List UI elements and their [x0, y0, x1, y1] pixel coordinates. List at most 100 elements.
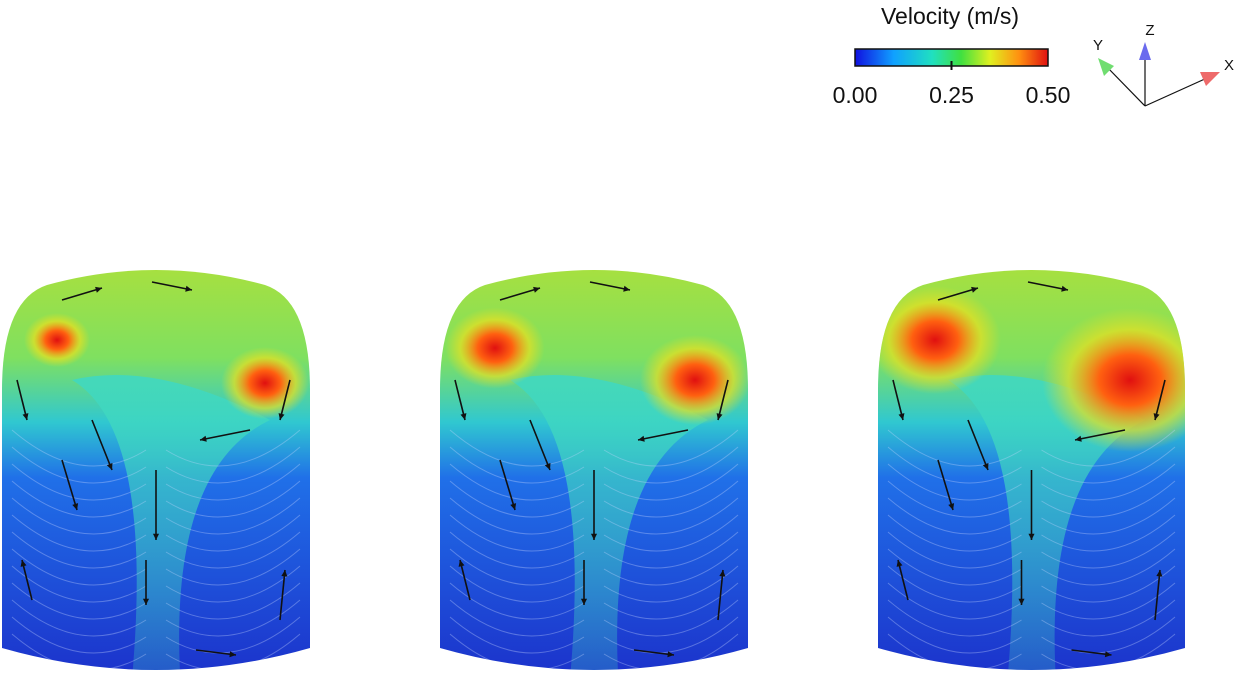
- streamline: [165, 599, 301, 637]
- streamline: [1041, 497, 1176, 535]
- colorbar-tick-label: 0.00: [833, 82, 878, 108]
- streamline: [603, 616, 739, 654]
- z-label: Z: [1145, 22, 1154, 39]
- streamline: [11, 616, 147, 654]
- streamline: [165, 548, 301, 586]
- colorbar-tick-label: 0.50: [1026, 82, 1071, 108]
- tank: [440, 270, 748, 670]
- flow-arrow-head: [638, 435, 645, 442]
- streamline: [887, 531, 1022, 569]
- streamline: [1041, 480, 1176, 518]
- flow-arrow-head: [1075, 435, 1082, 442]
- flow-arrow-head: [458, 560, 465, 567]
- streamline: [603, 497, 739, 535]
- streamline: [603, 446, 739, 484]
- flow: [11, 313, 309, 670]
- legend-title: Velocity (m/s): [881, 3, 1019, 29]
- streamline: [1041, 531, 1176, 569]
- streamline: [165, 429, 301, 467]
- x-arrow: [1200, 72, 1220, 86]
- flow-arrow: [633, 649, 675, 656]
- flow-arrow-head: [1153, 413, 1160, 420]
- flow-arrow: [279, 569, 286, 621]
- flow-arrow: [529, 419, 551, 471]
- flow-arrow-head: [95, 286, 102, 293]
- streamline: [11, 497, 147, 535]
- streamline: [603, 463, 739, 501]
- flow-arrow-head: [185, 285, 192, 292]
- flow-arrow: [91, 419, 113, 471]
- flow-arrow: [967, 419, 989, 471]
- flow-arrow-head: [667, 651, 674, 658]
- flow-arrow-head: [460, 413, 467, 420]
- flow-arrow: [937, 287, 979, 301]
- flow-arrow: [1027, 281, 1069, 291]
- flow-arrow-head: [20, 560, 27, 567]
- y-axis: [1105, 65, 1146, 107]
- flow-arrow-head: [580, 598, 588, 605]
- flow-arrow-head: [510, 503, 517, 510]
- streamline: [11, 514, 147, 552]
- streamline: [603, 582, 739, 620]
- flow-arrow-head: [142, 598, 150, 605]
- streamline: [449, 514, 585, 552]
- streamline: [165, 582, 301, 620]
- flow-arrow-head: [898, 413, 905, 420]
- flow-arrow-head: [281, 570, 288, 577]
- jet: [72, 375, 270, 670]
- y-label: Y: [1093, 37, 1103, 54]
- hotspot: [24, 313, 90, 367]
- streamline: [449, 497, 585, 535]
- streamline: [887, 548, 1022, 586]
- streamline: [1041, 582, 1176, 620]
- streamline: [603, 480, 739, 518]
- flow-arrow-head: [896, 560, 903, 567]
- flow-arrow: [892, 379, 904, 421]
- streamline: [165, 446, 301, 484]
- flow-arrow-head: [1028, 533, 1035, 540]
- flow-arrow-head: [278, 413, 285, 420]
- flow-arrow-head: [72, 503, 79, 510]
- flow-arrow: [1154, 569, 1161, 621]
- flow-arrow-head: [533, 286, 540, 293]
- flow-arrow-head: [719, 570, 726, 577]
- streamline: [11, 446, 147, 484]
- flow-arrow-head: [971, 286, 978, 293]
- z-arrow: [1139, 42, 1151, 60]
- streamline: [449, 531, 585, 569]
- streamline: [887, 599, 1022, 637]
- streamline: [887, 497, 1022, 535]
- streamline: [165, 514, 301, 552]
- flow-arrow: [1154, 379, 1166, 421]
- flow-arrow: [195, 649, 237, 656]
- flow-arrow: [21, 559, 33, 601]
- streamline: [11, 480, 147, 518]
- flow-arrow-head: [229, 651, 236, 658]
- streamline: [603, 548, 739, 586]
- streamline: [887, 565, 1022, 603]
- hotspot: [878, 286, 1001, 394]
- flow-arrow: [1074, 429, 1126, 441]
- streamline: [165, 531, 301, 569]
- streamline: [887, 480, 1022, 518]
- streamline: [449, 463, 585, 501]
- streamline: [449, 446, 585, 484]
- streamline: [11, 582, 147, 620]
- streamline: [11, 429, 147, 467]
- streamline: [449, 616, 585, 654]
- flow-arrow: [199, 429, 251, 441]
- streamline: [449, 548, 585, 586]
- y-arrow: [1098, 58, 1114, 76]
- streamline: [11, 565, 147, 603]
- flow-arrow: [717, 379, 729, 421]
- streamline: [11, 463, 147, 501]
- streamline: [1041, 599, 1176, 637]
- streamline: [1041, 429, 1176, 467]
- flow-arrow-head: [200, 435, 207, 442]
- streamline: [887, 514, 1022, 552]
- streamline: [1041, 548, 1176, 586]
- streamline: [887, 616, 1022, 654]
- streamline: [603, 514, 739, 552]
- hotspot: [221, 347, 309, 419]
- streamline: [11, 548, 147, 586]
